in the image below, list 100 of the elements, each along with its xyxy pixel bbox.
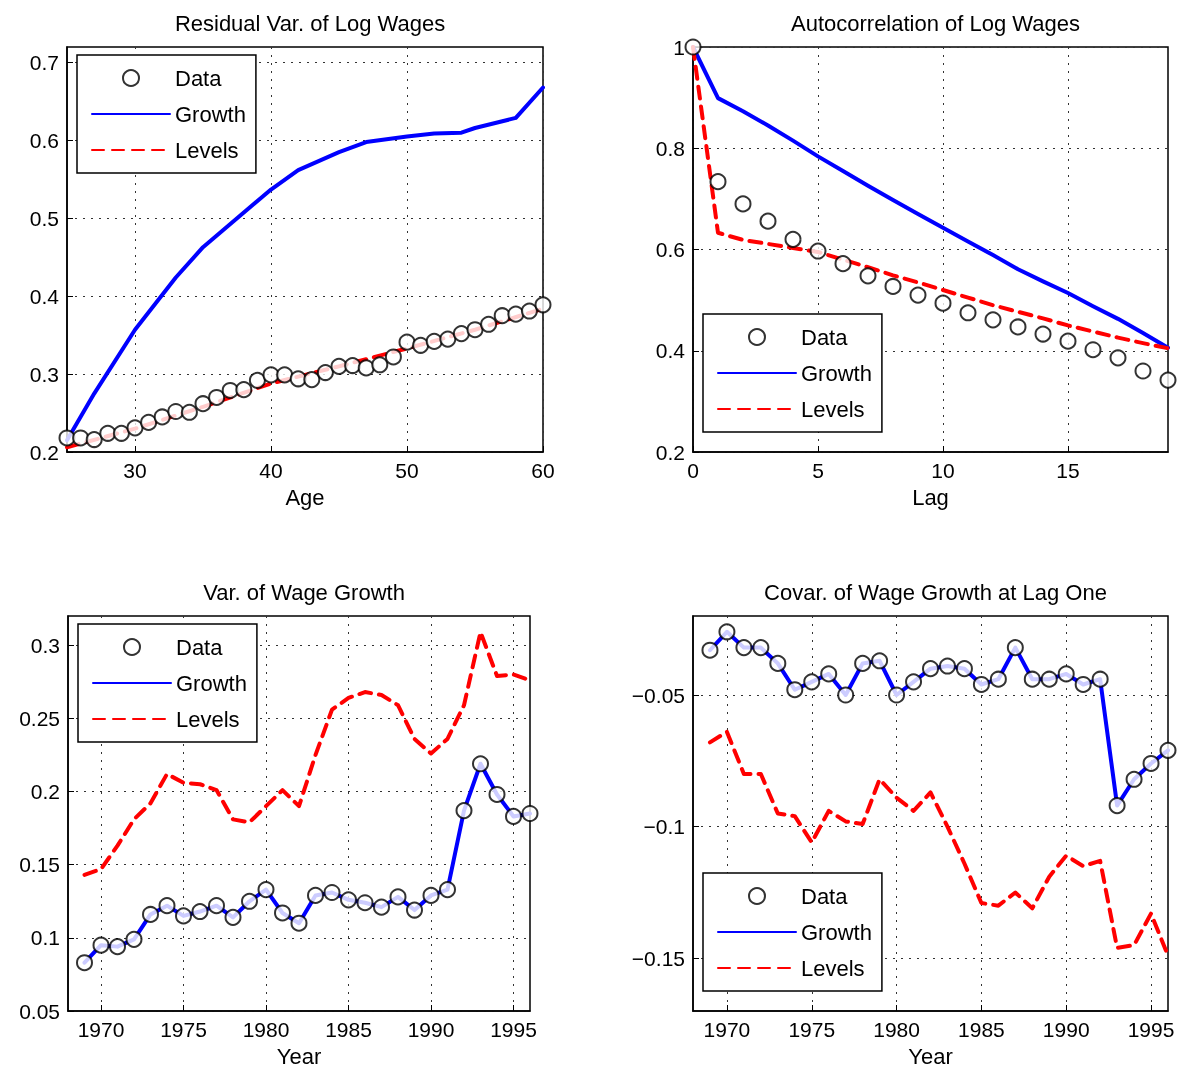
point	[884, 277, 902, 295]
point	[389, 888, 407, 906]
point	[888, 686, 906, 704]
x-tick-label: 1975	[160, 1018, 207, 1041]
point	[820, 665, 838, 683]
x-tick-label: 1985	[958, 1018, 1005, 1041]
point	[959, 304, 977, 322]
point	[859, 267, 877, 285]
point	[289, 370, 307, 388]
point	[248, 371, 266, 389]
y-tick-label: 0.3	[29, 362, 59, 386]
point	[76, 954, 93, 972]
point	[1009, 318, 1027, 336]
legend-label: Growth	[801, 919, 872, 945]
y-tick-label: 0.2	[30, 780, 60, 804]
point	[112, 424, 130, 442]
point	[316, 364, 334, 382]
x-axis-title: Year	[908, 1043, 953, 1069]
y-tick-label: −0.15	[631, 946, 685, 970]
y-tick-label: 0.05	[19, 999, 60, 1023]
point	[1040, 670, 1058, 688]
point	[701, 641, 719, 659]
point	[274, 904, 291, 922]
x-tick-label: 60	[531, 459, 555, 482]
point	[520, 302, 538, 320]
point	[340, 891, 357, 909]
point	[125, 930, 143, 948]
x-tick-label: 1990	[407, 1018, 455, 1041]
point	[809, 242, 827, 260]
point	[684, 38, 702, 56]
y-tick-label: 1	[673, 35, 685, 59]
point	[488, 785, 506, 803]
point	[1006, 639, 1024, 657]
point	[371, 356, 389, 374]
point	[384, 348, 402, 366]
legend-label: Data	[801, 324, 849, 350]
x-tick-label: 1985	[325, 1018, 372, 1041]
point	[505, 807, 522, 825]
chart-title: Covar. of Wage Growth at Lag One	[764, 579, 1107, 605]
point	[709, 173, 727, 191]
x-tick-label: 50	[395, 459, 419, 482]
point	[938, 657, 956, 675]
point	[1109, 349, 1127, 367]
point	[85, 431, 103, 449]
x-tick-label: 30	[123, 459, 147, 482]
legend-label: Data	[801, 883, 849, 909]
y-tick-label: 0.25	[19, 706, 60, 730]
point	[1059, 332, 1077, 350]
point	[784, 230, 802, 248]
point	[191, 903, 209, 921]
x-axis-title: Lag	[912, 484, 949, 510]
point	[323, 884, 341, 901]
x-tick-label: 1995	[1127, 1018, 1175, 1041]
point	[1125, 770, 1143, 788]
point	[439, 881, 456, 899]
point	[752, 639, 770, 657]
legend-label: Levels	[801, 396, 865, 422]
point	[1057, 665, 1075, 683]
x-tick-label: 1975	[788, 1018, 836, 1041]
point	[357, 359, 375, 377]
point	[208, 388, 226, 406]
legend-label: Levels	[175, 137, 239, 163]
point	[759, 212, 777, 230]
point	[307, 886, 324, 904]
y-tick-label: 0.6	[655, 238, 685, 261]
legend-label: Data	[176, 634, 224, 660]
point	[276, 366, 294, 384]
y-tick-label: −0.1	[643, 815, 685, 839]
y-tick-label: 0.4	[655, 339, 686, 363]
point	[142, 905, 159, 923]
x-tick-label: 1990	[1042, 1018, 1090, 1041]
y-tick-label: −0.05	[631, 683, 685, 707]
point	[406, 901, 423, 919]
legend-label: Growth	[175, 101, 246, 127]
point	[175, 907, 192, 925]
legend-label: Growth	[176, 670, 247, 696]
point	[373, 898, 390, 916]
point	[167, 403, 185, 420]
point	[99, 424, 117, 442]
point	[1159, 371, 1177, 389]
point	[194, 395, 212, 413]
point	[493, 307, 511, 325]
point	[834, 255, 852, 273]
point	[72, 429, 90, 447]
point	[153, 408, 171, 426]
y-tick-label: 0.3	[30, 633, 60, 657]
x-tick-label: 1970	[703, 1018, 751, 1041]
point	[1034, 325, 1052, 343]
point	[235, 381, 253, 399]
y-tick-label: 0.1	[30, 926, 60, 950]
point	[241, 892, 258, 910]
x-tick-label: 10	[931, 459, 955, 482]
point	[1023, 670, 1041, 688]
point	[109, 938, 126, 956]
point	[507, 305, 525, 323]
legend-label: Levels	[801, 955, 865, 981]
chart-title: Autocorrelation of Log Wages	[790, 10, 1081, 36]
point	[786, 681, 804, 699]
x-tick-label: 1980	[242, 1018, 290, 1041]
point	[140, 413, 158, 431]
